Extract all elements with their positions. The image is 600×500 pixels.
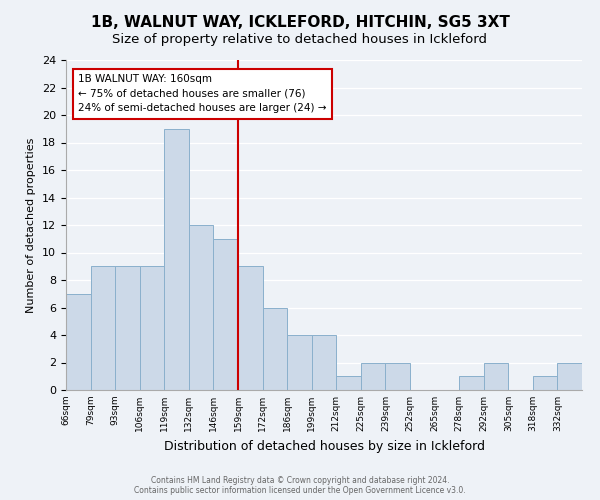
Bar <box>189 225 214 390</box>
Text: 1B, WALNUT WAY, ICKLEFORD, HITCHIN, SG5 3XT: 1B, WALNUT WAY, ICKLEFORD, HITCHIN, SG5 … <box>91 15 509 30</box>
Bar <box>214 239 238 390</box>
Bar <box>312 335 336 390</box>
Bar <box>336 376 361 390</box>
Text: Contains HM Land Registry data © Crown copyright and database right 2024.
Contai: Contains HM Land Registry data © Crown c… <box>134 476 466 495</box>
Bar <box>557 362 582 390</box>
Bar <box>361 362 385 390</box>
Bar <box>91 266 115 390</box>
Text: 1B WALNUT WAY: 160sqm
← 75% of detached houses are smaller (76)
24% of semi-deta: 1B WALNUT WAY: 160sqm ← 75% of detached … <box>78 74 327 114</box>
Y-axis label: Number of detached properties: Number of detached properties <box>26 138 37 312</box>
Bar <box>263 308 287 390</box>
Bar <box>459 376 484 390</box>
Bar <box>533 376 557 390</box>
Bar <box>115 266 140 390</box>
X-axis label: Distribution of detached houses by size in Ickleford: Distribution of detached houses by size … <box>163 440 485 452</box>
Bar <box>287 335 312 390</box>
Bar <box>385 362 410 390</box>
Bar <box>484 362 508 390</box>
Bar <box>164 128 189 390</box>
Bar <box>238 266 263 390</box>
Bar <box>66 294 91 390</box>
Bar <box>140 266 164 390</box>
Text: Size of property relative to detached houses in Ickleford: Size of property relative to detached ho… <box>113 32 487 46</box>
